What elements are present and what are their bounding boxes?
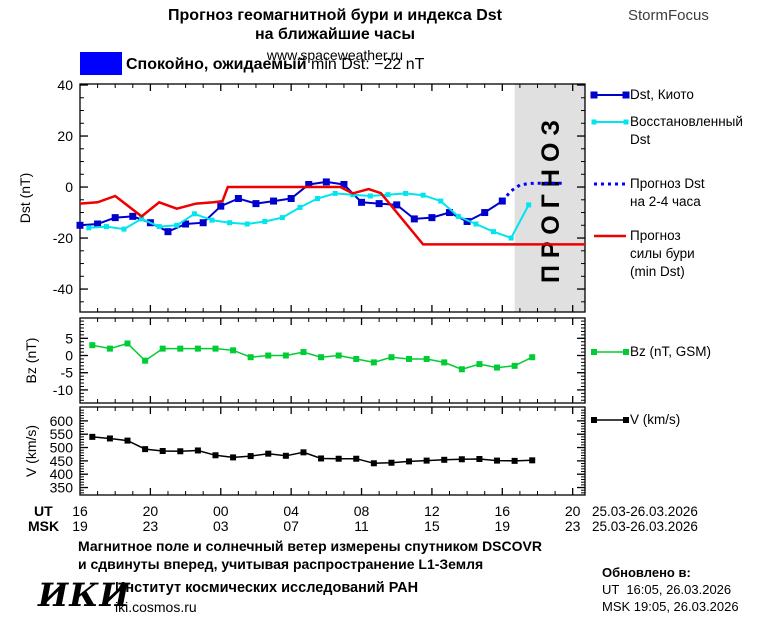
status-text-ru: Спокойно, ожидаемый [126,56,307,73]
svg-text:-20: -20 [53,230,73,246]
svg-text:Прогноз: Прогноз [630,228,681,243]
brand-label: StormFocus [628,7,709,24]
updated-block: Обновлено в: UT 16:05, 26.03.2026 MSK 19… [602,564,739,615]
svg-text:450: 450 [50,453,74,469]
svg-text:15: 15 [424,518,440,534]
svg-text:25.03-26.03.2026: 25.03-26.03.2026 [592,504,698,519]
svg-text:V (km/s): V (km/s) [23,425,39,477]
iki-logo: ИКИ [38,576,131,614]
svg-text:-40: -40 [53,281,73,297]
status-text: Спокойно, ожидаемый min Dst: −22 nT [126,56,424,74]
svg-text:07: 07 [283,518,299,534]
svg-text:V (km/s): V (km/s) [630,412,680,427]
svg-text:на 2-4 часа: на 2-4 часа [630,194,701,209]
updated-msk: MSK 19:05, 26.03.2026 [602,599,739,614]
svg-text:11: 11 [354,518,369,534]
svg-text:5: 5 [65,330,73,346]
status-text-en: min Dst: −22 nT [311,56,425,73]
svg-text:20: 20 [565,503,581,519]
svg-text:Bz (nT, GSM): Bz (nT, GSM) [630,344,711,359]
svg-text:(min Dst): (min Dst) [630,264,685,279]
svg-text:40: 40 [57,77,73,93]
institute-site: iki.cosmos.ru [115,599,197,615]
svg-text:500: 500 [50,440,74,456]
title-line-2: на ближайшие часы [254,26,416,43]
svg-text:Bz (nT): Bz (nT) [23,338,39,384]
svg-text:0: 0 [65,348,73,364]
svg-text:00: 00 [213,503,229,519]
svg-text:20: 20 [143,503,159,519]
svg-text:12: 12 [424,503,440,519]
svg-text:03: 03 [213,518,229,534]
svg-text:04: 04 [283,503,299,519]
svg-text:19: 19 [495,518,511,534]
updated-ut: UT 16:05, 26.03.2026 [602,582,732,597]
svg-text:23: 23 [143,518,159,534]
svg-text:Dst, Киото: Dst, Киото [630,87,694,102]
svg-text:20: 20 [57,128,73,144]
updated-label: Обновлено в: [602,565,691,580]
svg-text:19: 19 [72,518,88,534]
svg-text:600: 600 [50,413,74,429]
svg-text:23: 23 [565,518,581,534]
footer-description-2: и сдвинуты вперед, учитывая распростране… [78,556,484,572]
footer-description-1: Магнитное поле и солнечный ветер измерен… [78,538,542,554]
svg-text:Dst (nT): Dst (nT) [17,173,33,224]
svg-text:Прогноз Dst: Прогноз Dst [630,176,705,191]
svg-text:UT: UT [34,503,53,519]
svg-text:25.03-26.03.2026: 25.03-26.03.2026 [592,519,698,534]
svg-text:силы бури: силы бури [630,246,695,261]
page-title: Прогноз геомагнитной бури и индекса Dst … [55,6,615,65]
storm-level-indicator [80,52,122,75]
svg-text:16: 16 [72,503,88,519]
svg-text:0: 0 [65,179,73,195]
title-line-1: Прогноз геомагнитной бури и индекса Dst [168,7,502,24]
svg-text:08: 08 [354,503,370,519]
svg-text:400: 400 [50,466,74,482]
institute-name: Институт космических исследований РАН [115,580,419,596]
svg-text:550: 550 [50,426,74,442]
site-url: www.spaceweather.ru [266,47,404,63]
svg-text:Восстановленный: Восстановленный [630,114,743,129]
svg-text:350: 350 [50,480,74,496]
svg-text:-10: -10 [53,382,73,398]
svg-text:Dst: Dst [630,132,650,147]
svg-text:MSK: MSK [28,518,59,534]
svg-text:ПРОГНОЗ: ПРОГНОЗ [537,113,565,283]
svg-text:16: 16 [495,503,511,519]
svg-text:-5: -5 [61,365,74,381]
